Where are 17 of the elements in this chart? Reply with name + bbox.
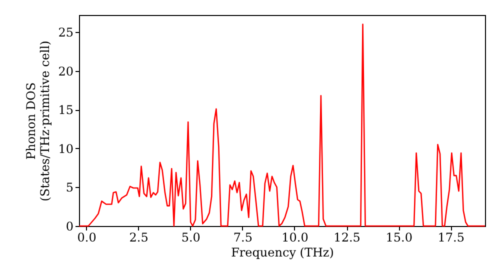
x-tick-label: 5.0 <box>181 230 200 244</box>
line-series <box>78 24 486 227</box>
x-axis-title: Frequency (THz) <box>231 246 334 260</box>
y-tick-label: 0 <box>66 220 74 234</box>
x-tick-label: 12.5 <box>334 230 360 244</box>
x-tick-label: 15.0 <box>386 230 412 244</box>
x-tick-label: 7.5 <box>233 230 252 244</box>
y-tick-label: 5 <box>66 180 74 195</box>
y-tick-label: 15 <box>58 103 74 118</box>
x-tick-label: 2.5 <box>129 230 148 244</box>
x-tick-label: 10.0 <box>282 230 308 244</box>
y-axis-title: Phonon DOS (States/THz·primitive cell) <box>24 40 52 202</box>
x-tick-label: 0.0 <box>77 230 96 244</box>
y-tick-label: 25 <box>58 26 74 40</box>
y-tick-label: 10 <box>58 142 74 156</box>
x-tick-label: 17.5 <box>438 230 465 244</box>
y-tick-label: 20 <box>58 64 74 78</box>
